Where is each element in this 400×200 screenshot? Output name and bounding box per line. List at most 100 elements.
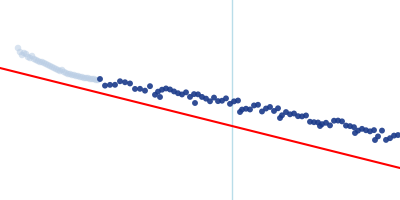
Point [391,134,397,137]
Point [89,77,95,81]
Point [323,121,329,124]
Point [187,95,193,98]
Point [91,77,97,81]
Point [303,114,309,117]
Point [307,120,313,123]
Point [355,129,361,132]
Point [379,129,385,132]
Point [171,90,177,93]
Point [63,71,69,75]
Point [331,119,337,122]
Point [152,93,158,96]
Point [263,107,269,110]
Point [199,95,205,99]
Point [247,108,253,111]
Point [97,77,103,81]
Point [33,58,39,62]
Point [237,110,243,114]
Point [352,131,358,135]
Point [367,130,373,133]
Point [223,97,229,100]
Point [132,87,138,91]
Point [315,121,321,124]
Point [23,52,29,56]
Point [372,138,378,142]
Point [387,137,393,140]
Point [107,83,113,86]
Point [347,125,353,128]
Point [191,93,197,96]
Point [61,70,67,74]
Point [37,60,43,64]
Point [55,68,61,72]
Point [375,135,381,138]
Point [227,102,233,105]
Point [299,115,305,118]
Point [71,73,77,77]
Point [339,120,345,123]
Point [251,104,257,107]
Point [317,124,323,128]
Point [127,82,133,85]
Point [155,90,161,93]
Point [73,74,79,78]
Point [259,110,265,113]
Point [371,129,377,132]
Point [183,91,189,94]
Point [69,73,75,77]
Point [287,113,293,116]
Point [195,93,201,96]
Point [21,51,27,55]
Point [85,76,91,80]
Point [235,99,241,102]
Point [112,83,118,86]
Point [267,105,273,109]
Point [59,68,65,72]
Point [239,108,245,111]
Point [163,87,169,90]
Point [83,76,89,80]
Point [157,95,163,99]
Point [335,119,341,122]
Point [35,59,41,63]
Point [219,99,225,102]
Point [383,138,389,141]
Point [351,126,357,129]
Point [255,103,261,106]
Point [243,107,249,110]
Point [167,88,173,91]
Point [142,89,148,92]
Point [77,75,83,79]
Point [283,110,289,114]
Point [395,133,400,137]
Point [29,54,35,58]
Point [203,97,209,100]
Point [192,101,198,105]
Point [277,116,283,120]
Point [31,57,37,61]
Point [207,100,213,103]
Point [102,84,108,87]
Point [363,129,369,132]
Point [81,76,87,80]
Point [231,100,237,103]
Point [147,85,153,88]
Point [279,114,285,117]
Point [93,78,99,82]
Point [275,107,281,110]
Point [27,56,33,60]
Point [291,112,297,115]
Point [43,62,49,66]
Point [57,69,63,73]
Point [25,55,31,59]
Point [117,80,123,83]
Point [15,46,21,50]
Point [343,124,349,127]
Point [311,121,317,124]
Point [53,67,59,71]
Point [295,115,301,118]
Point [215,100,221,103]
Point [319,123,325,126]
Point [179,93,185,96]
Point [122,81,128,84]
